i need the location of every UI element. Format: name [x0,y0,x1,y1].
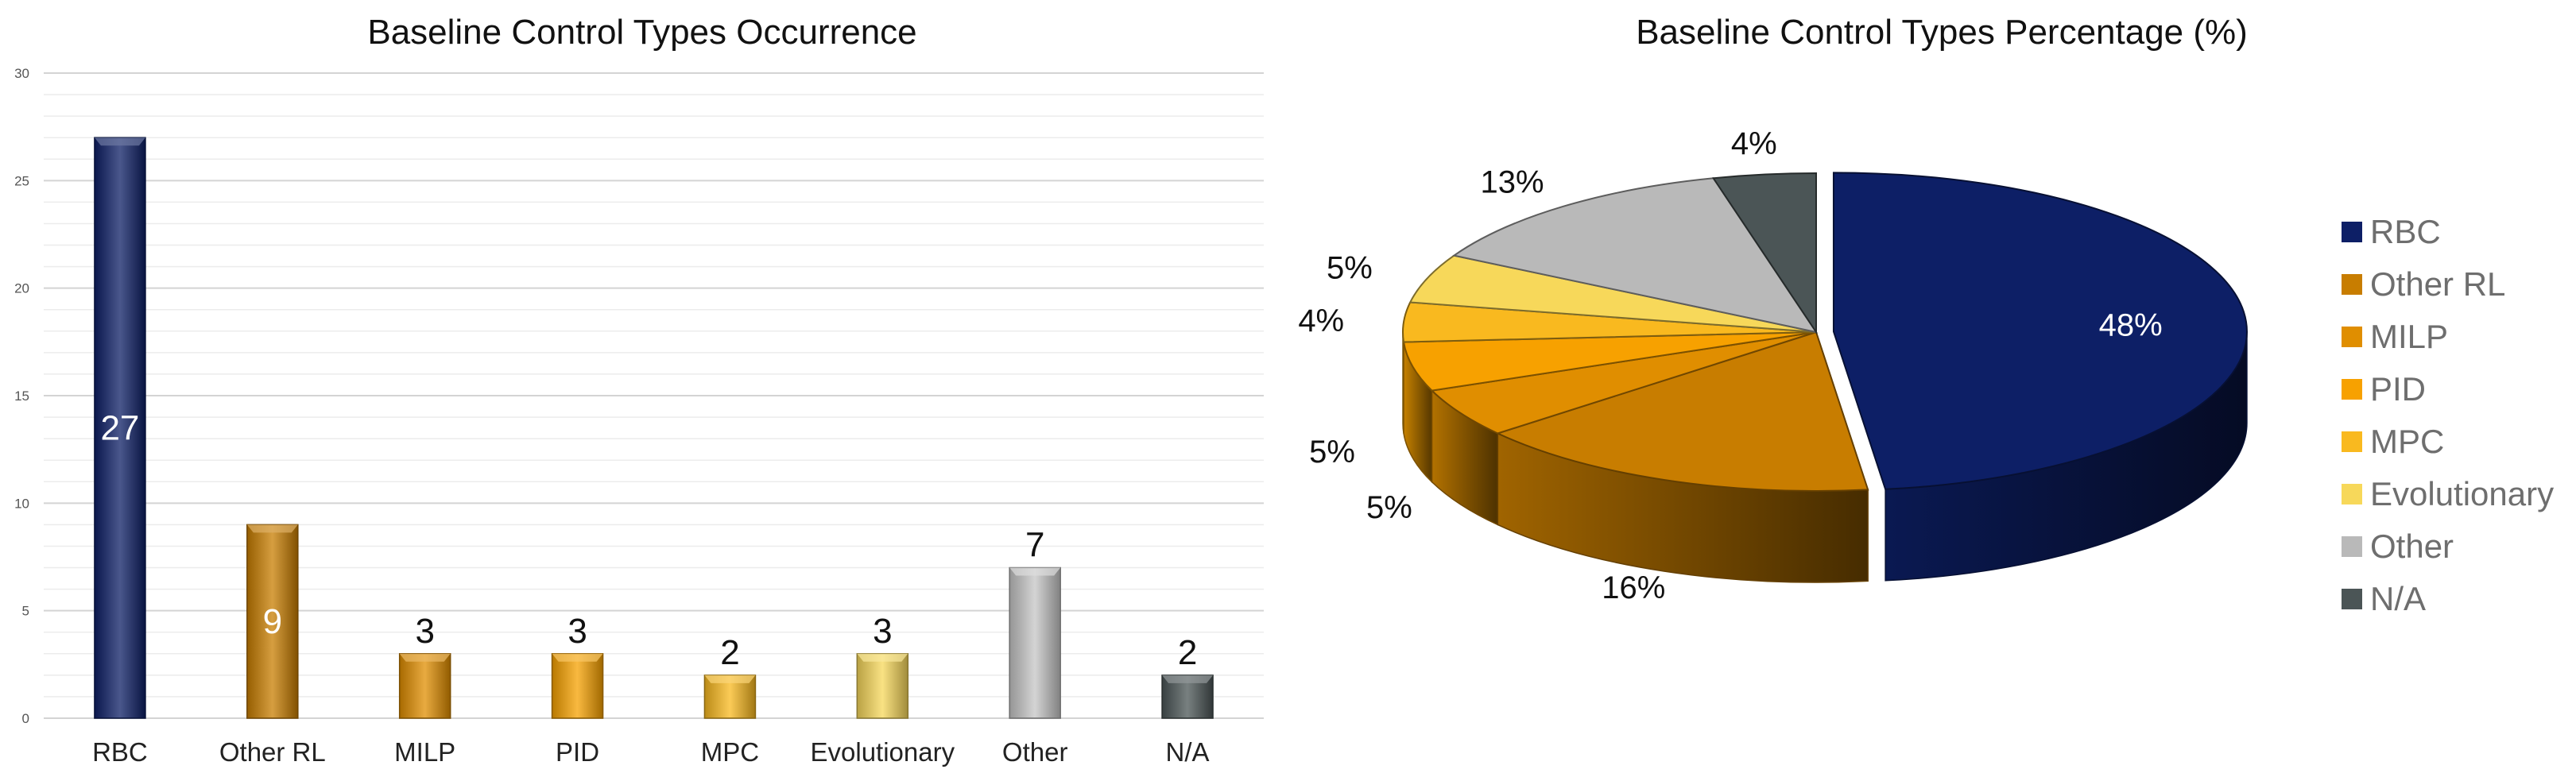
bar-gridlines [44,72,1264,719]
x-tick-label: RBC [92,737,148,767]
bar-bevel [704,675,756,683]
bar-milp [398,653,451,719]
bar-chart-title: Baseline Control Types Occurrence [367,13,916,52]
pie-slices [1402,172,2248,492]
bar-bevel [1009,567,1061,576]
x-tick-label: MILP [394,737,455,767]
bar-data-label: 3 [567,612,587,651]
x-tick-label: Other [1002,737,1068,767]
y-tick-label: 20 [14,281,29,296]
pie-data-label: 4% [1731,126,1777,161]
bar-data-label: 7 [1025,526,1044,565]
bar-y-axis: 0 5 10 15 20 25 30 [14,66,29,726]
bar-bevel [94,137,145,146]
bar-pid [551,653,604,719]
legend-swatch [2342,484,2362,504]
bar-data-label: 2 [720,633,739,672]
legend-swatch [2342,536,2362,557]
pie-data-label: 5% [1309,435,1355,470]
y-tick-label: 10 [14,496,29,511]
legend-label: Other RL [2370,265,2505,303]
bar-x-axis: RBC Other RL MILP PID MPC Evolutionary Other N/… [92,737,1209,767]
pie-slice-n-a [1711,172,1817,335]
legend-swatch [2342,379,2362,400]
bar-data-label: 2 [1178,633,1197,672]
x-tick-label: MPC [701,737,759,767]
pie-chart-title: Baseline Control Types Percentage (%) [1636,13,2248,52]
legend-label: Other [2370,528,2454,565]
legend-label: Evolutionary [2370,475,2554,512]
legend-label: MPC [2370,423,2444,460]
bar-evolutionary [856,653,909,719]
legend-swatch [2342,327,2362,347]
x-tick-label: Evolutionary [811,737,955,767]
legend-label: RBC [2370,213,2441,250]
bar-bevel [1162,675,1214,683]
bar-data-label: 27 [100,409,139,448]
bar-data-label: 3 [873,612,892,651]
bar-series [94,137,1214,719]
bar-rbc [94,137,146,719]
bar-bevel [857,653,908,662]
pie-data-label: 13% [1481,164,1544,199]
legend-label: PID [2370,370,2426,408]
pie-slice-pid [1402,331,1817,392]
legend-swatch [2342,431,2362,452]
bar-bevel [246,524,298,533]
pie-slice-other-rl [1495,331,1869,492]
pie-sides [1402,331,2248,583]
pie-data-label: 5% [1327,251,1373,286]
pie-legend: RBC Other RL MILP PID MPC Evolutionary Other N/… [2342,213,2554,617]
bar-data-label: 3 [415,612,434,651]
y-tick-label: 15 [14,388,29,404]
pie-chart: Baseline Control Types Percentage (%) 48… [1298,13,2554,617]
y-tick-label: 25 [14,173,29,188]
pie-data-label: 48% [2099,307,2163,342]
legend-swatch [2342,274,2362,295]
pie-data-label: 4% [1298,303,1344,338]
pie-slice-milp [1430,331,1817,435]
bar-chart: Baseline Control Types Occurrence 0 5 10 15… [14,13,1264,767]
bar-data-labels: 27 9 3 3 2 3 7 2 [100,409,1197,672]
y-tick-label: 5 [22,604,29,619]
pie-data-label: 16% [1602,570,1665,605]
pie-slice-evolutionary [1408,254,1817,333]
bar-data-label: 9 [263,602,282,641]
pie-slice-other [1451,177,1819,334]
pie-data-labels: 48% 16% 5% 5% 4% 5% 13% 4% [1298,126,2162,605]
y-tick-label: 0 [22,711,29,726]
x-tick-label: Other RL [219,737,326,767]
legend-label: N/A [2370,580,2426,617]
bar-bevel [552,653,603,662]
pie-slice-rbc [1832,172,2248,490]
legend-swatch [2342,222,2362,242]
legend-swatch [2342,589,2362,609]
bar-other [1009,566,1061,719]
legend-label: MILP [2370,318,2448,355]
bar-bevel [399,653,451,662]
x-tick-label: PID [556,737,599,767]
y-tick-label: 30 [14,66,29,81]
x-tick-label: N/A [1166,737,1210,767]
pie-data-label: 5% [1366,490,1412,525]
